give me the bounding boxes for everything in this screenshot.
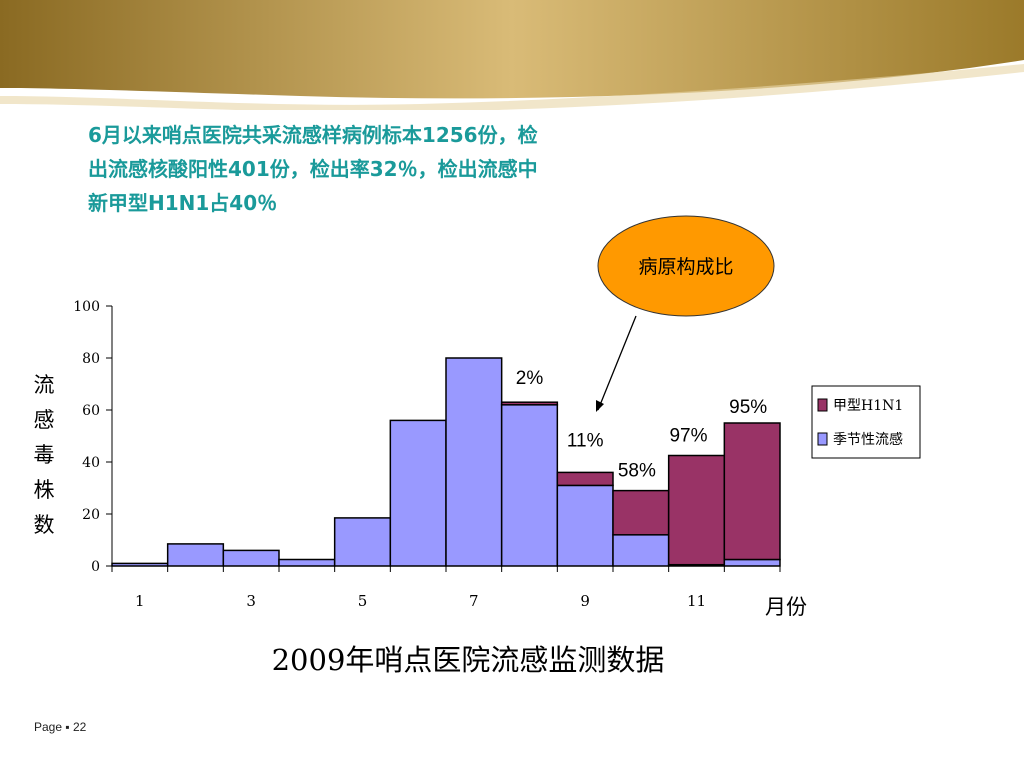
bar-seasonal xyxy=(723,558,781,567)
legend-label-seasonal: 季节性流感 xyxy=(833,431,903,448)
bar-h1n1 xyxy=(612,489,670,536)
percent-annotation: 97% xyxy=(669,426,707,447)
chart-bars xyxy=(111,357,781,567)
bar-seasonal xyxy=(222,549,280,567)
y-axis-label-char: 流 xyxy=(34,373,55,397)
bar-h1n1 xyxy=(723,422,781,561)
bar-seasonal xyxy=(556,484,614,567)
headline-line-1: 6月以来哨点医院共采流感样病例标本1256份，检 xyxy=(88,123,538,147)
bar-seasonal xyxy=(166,543,225,567)
y-axis-label-char: 毒 xyxy=(34,443,55,467)
bar-seasonal xyxy=(612,534,670,567)
bar-seasonal xyxy=(445,357,503,567)
x-tick-label: 3 xyxy=(246,592,256,610)
bar-seasonal xyxy=(500,404,559,567)
bar-h1n1 xyxy=(500,401,559,406)
bar-h1n1 xyxy=(556,471,614,487)
x-tick-label: 11 xyxy=(687,592,706,610)
percent-annotation: 11% xyxy=(567,430,604,451)
bar-seasonal xyxy=(389,419,447,567)
y-axis-label-char: 株 xyxy=(34,478,55,502)
bar-seasonal xyxy=(111,562,169,567)
y-tick-label: 20 xyxy=(82,507,100,523)
legend: 甲型H1N1 季节性流感 xyxy=(811,385,921,459)
headline-line-3: 新甲型H1N1占40％ xyxy=(88,191,278,215)
callout-text: 病原构成比 xyxy=(638,256,733,278)
callout-arrowhead xyxy=(596,400,604,412)
summary-headline: 6月以来哨点医院共采流感样病例标本1256份，检 出流感核酸阳性401份，检出率… xyxy=(88,118,728,220)
page-number: Page ▪ 22 xyxy=(34,720,87,734)
chart-title: 2009年哨点医院流感监测数据 xyxy=(272,643,665,677)
y-tick-label: 0 xyxy=(91,559,100,575)
x-tick-label: 7 xyxy=(469,592,479,610)
bar-h1n1 xyxy=(667,454,726,566)
bar-seasonal xyxy=(333,517,392,567)
legend-swatch-seasonal xyxy=(817,432,828,446)
bar-seasonal xyxy=(278,558,336,567)
y-axis-label-char: 数 xyxy=(34,513,55,537)
callout-bubble xyxy=(597,215,775,317)
y-tick-label: 40 xyxy=(82,455,100,471)
percent-annotation: 58% xyxy=(618,461,656,482)
legend-swatch-h1n1 xyxy=(817,398,828,412)
percent-annotation: 95% xyxy=(729,397,767,418)
decorative-banner xyxy=(0,0,1024,110)
headline-line-2: 出流感核酸阳性401份，检出率32％，检出流感中 xyxy=(88,157,538,181)
x-tick-label: 1 xyxy=(135,592,145,610)
y-axis-label-char: 感 xyxy=(34,408,55,432)
y-tick-label: 60 xyxy=(82,403,100,419)
legend-box xyxy=(811,385,921,459)
y-tick-label: 100 xyxy=(73,299,100,315)
callout: 病原构成比 xyxy=(596,215,775,412)
percent-annotation: 2% xyxy=(516,368,544,389)
x-axis-label: 月份 xyxy=(765,595,807,619)
x-tick-label: 9 xyxy=(580,592,590,610)
callout-arrow-line xyxy=(597,315,637,411)
legend-label-h1n1: 甲型H1N1 xyxy=(833,398,903,414)
x-tick-label: 5 xyxy=(358,592,368,610)
y-tick-label: 80 xyxy=(82,351,100,367)
